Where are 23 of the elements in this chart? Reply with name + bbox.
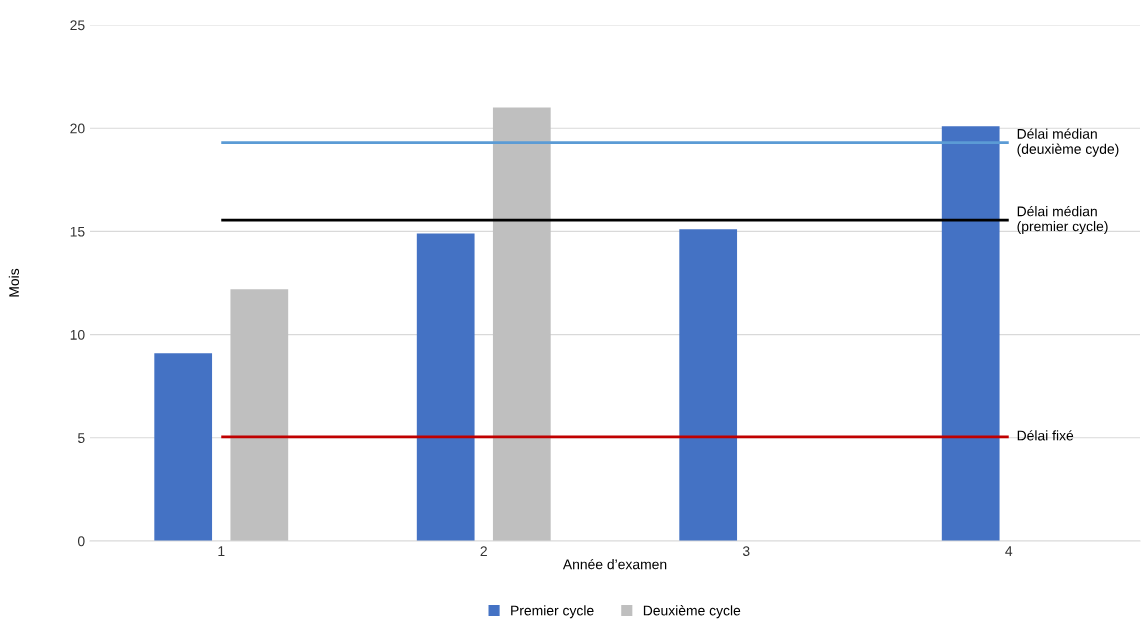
legend-label: Deuxième cycle xyxy=(643,605,741,619)
bar xyxy=(230,289,289,541)
y-tick-label: 0 xyxy=(77,536,85,547)
ref-line-label: Délai fixé xyxy=(1017,430,1074,441)
y-axis-title: Mois xyxy=(8,268,19,297)
ref-line-label: Délai médian (premier cycle) xyxy=(1017,205,1108,234)
bar xyxy=(416,233,475,541)
y-tick-label: 15 xyxy=(70,226,85,237)
y-tick-label: 5 xyxy=(77,433,85,443)
x-tick-label: 2 xyxy=(480,546,487,556)
bar xyxy=(154,353,213,541)
bar xyxy=(941,126,1000,541)
legend-label: Premier cycle xyxy=(511,605,594,619)
x-tick-label: 3 xyxy=(742,546,750,557)
bar xyxy=(492,107,551,541)
y-tick-label: 10 xyxy=(70,329,85,340)
ref-line-label: Délai médian (deuxième cyde) xyxy=(1017,128,1119,157)
y-tick-label: 25 xyxy=(70,20,85,31)
bar xyxy=(679,229,738,541)
x-tick-label: 1 xyxy=(218,546,225,556)
x-axis-title: Année d’examen xyxy=(562,558,667,570)
x-tick-label: 4 xyxy=(1005,546,1013,556)
y-tick-label: 20 xyxy=(70,123,85,134)
